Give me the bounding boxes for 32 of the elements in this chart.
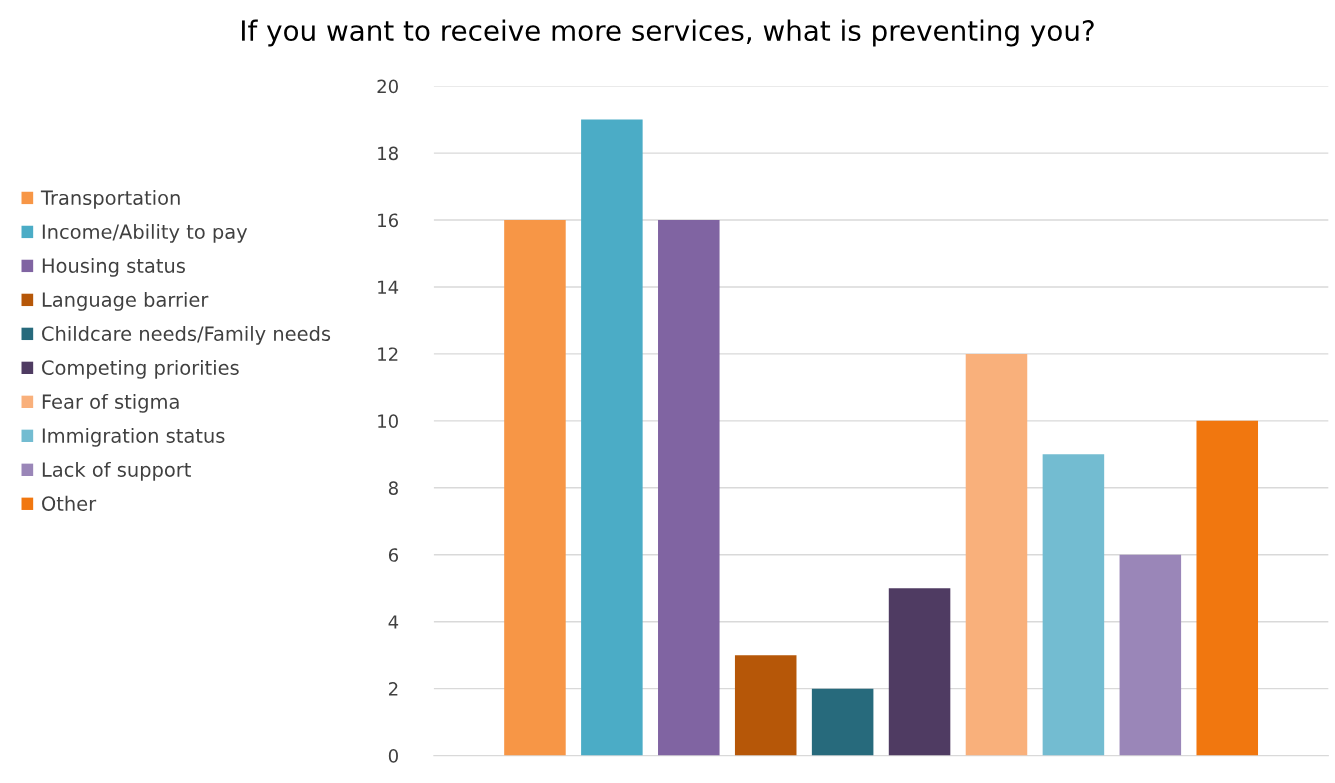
bar xyxy=(811,688,874,756)
legend-label: Income/Ability to pay xyxy=(42,223,248,243)
y-tick-label: 4 xyxy=(388,615,399,629)
bar xyxy=(734,655,797,756)
legend-label: Language barrier xyxy=(42,291,209,311)
y-tick-label: 20 xyxy=(377,79,398,94)
bar xyxy=(504,220,566,756)
y-tick-label: 10 xyxy=(378,414,398,428)
legend-label: Transportation xyxy=(40,190,180,209)
bar xyxy=(658,220,720,756)
y-tick-label: 8 xyxy=(388,481,398,495)
legend-label: Childcare needs/Family needs xyxy=(42,325,331,345)
y-tick-label: 12 xyxy=(378,347,398,361)
bar xyxy=(965,353,1028,756)
bar xyxy=(581,119,643,756)
y-tick-label: 18 xyxy=(378,146,398,161)
y-tick-label: 0 xyxy=(388,749,398,763)
bar xyxy=(1119,554,1182,756)
bar xyxy=(888,588,951,756)
y-tick-label: 14 xyxy=(378,280,399,294)
y-tick-label: 2 xyxy=(388,682,398,696)
legend-label: Lack of support xyxy=(42,461,191,481)
legend-label: Housing status xyxy=(42,257,185,277)
legend-label: Other xyxy=(42,495,97,511)
bar xyxy=(1196,420,1259,756)
chart-title: If you want to receive more services, what is preventing you? xyxy=(242,19,1094,47)
legend-label: Fear of stigma xyxy=(42,393,179,413)
legend-label: Immigration status xyxy=(42,427,225,447)
y-tick-label: 6 xyxy=(388,548,399,562)
legend-label: Competing priorities xyxy=(42,359,239,379)
y-tick-label: 16 xyxy=(378,213,399,228)
bar xyxy=(1042,454,1105,756)
